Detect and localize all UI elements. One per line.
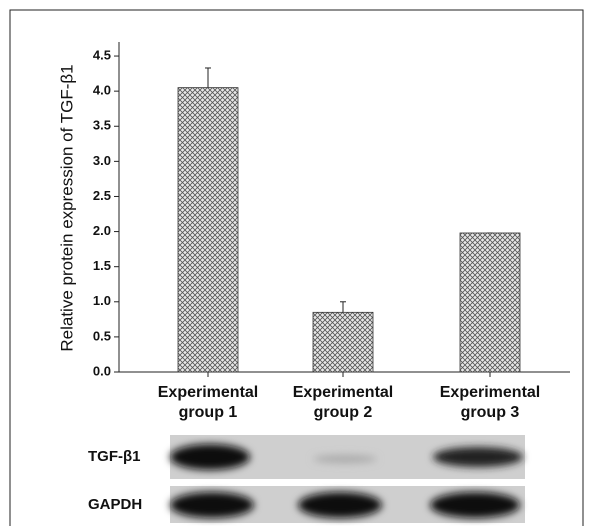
bar: [313, 312, 373, 372]
y-tick-label: 4.5: [93, 47, 111, 62]
blot-label: GAPDH: [88, 496, 142, 513]
figure: Relative protein expression of TGF-β1 0.…: [0, 0, 591, 526]
y-tick-label: 1.5: [93, 258, 111, 273]
y-tick-label: 3.5: [93, 118, 111, 133]
blot-label: TGF-β1: [88, 448, 141, 465]
x-tick-label: Experimental group 1: [143, 383, 273, 423]
y-tick-label: 1.0: [93, 293, 111, 308]
blot-bands: [170, 444, 523, 518]
y-tick-label: 4.0: [93, 83, 111, 98]
x-tick-label: Experimental group 3: [425, 383, 555, 423]
y-tick-label: 2.5: [93, 188, 111, 203]
y-tick-label: 3.0: [93, 153, 111, 168]
bar: [178, 88, 238, 372]
y-axis-label: Relative protein expression of TGF-β1: [57, 64, 76, 351]
y-tick-label: 0.0: [93, 363, 111, 378]
y-tick-label: 0.5: [93, 328, 111, 343]
y-tick-label: 2.0: [93, 223, 111, 238]
bar: [460, 233, 520, 372]
x-tick-label: Experimental group 2: [278, 383, 408, 423]
